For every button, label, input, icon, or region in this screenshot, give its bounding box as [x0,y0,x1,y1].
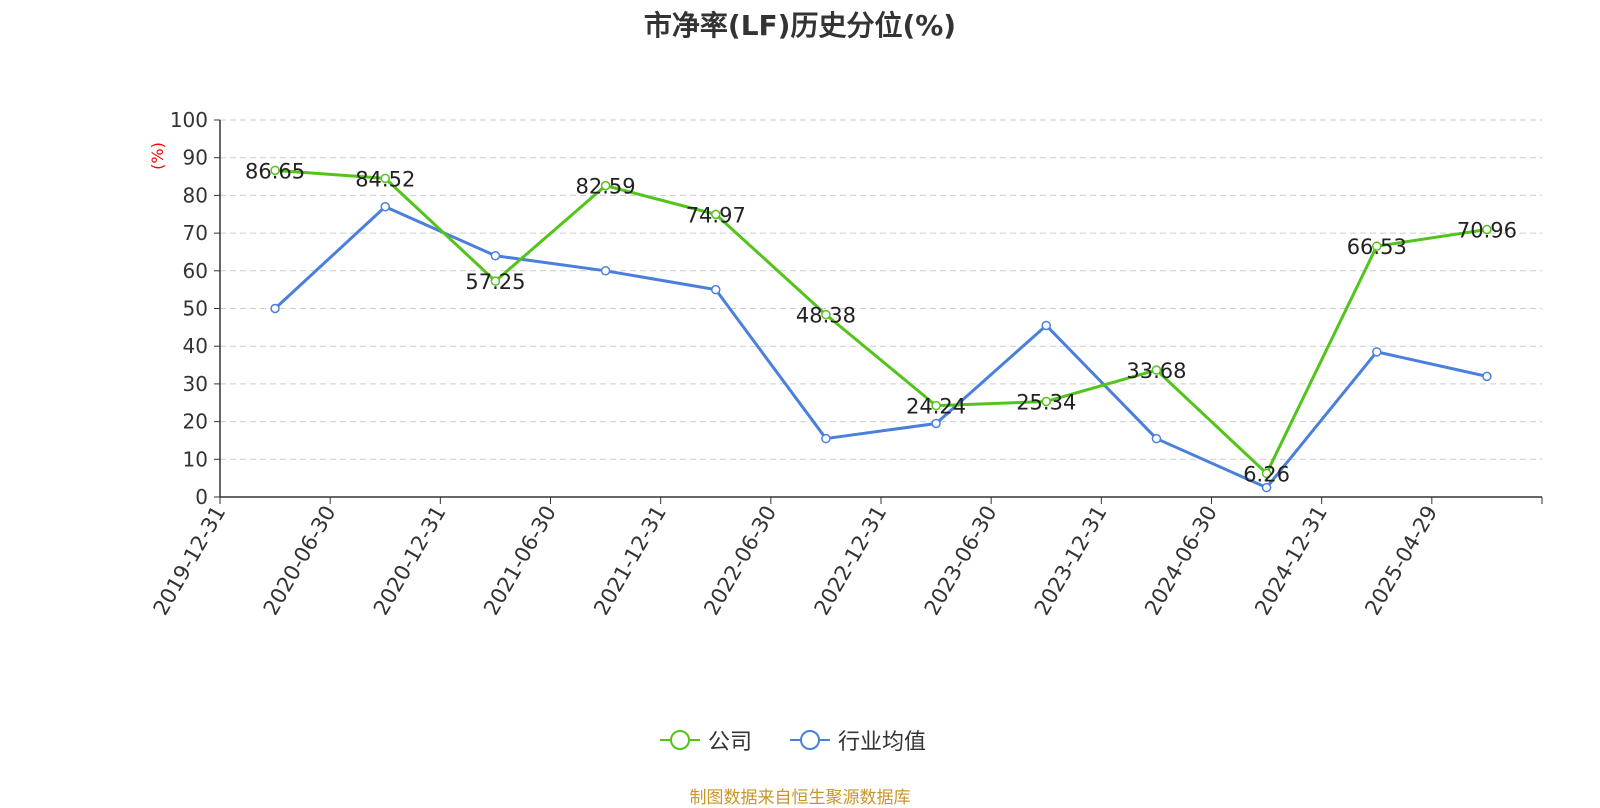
data-point-company [600,180,611,191]
x-tick-label: 2025-04-29 [1360,502,1442,620]
y-axis-unit: (%) [148,142,167,170]
data-point-industry [1261,482,1272,493]
data-point-industry [490,250,501,261]
x-tick-label: 2023-06-30 [920,502,1002,620]
legend-item-company[interactable]: 公司 [660,722,752,758]
legend-company-icon [660,730,700,750]
data-point-industry [1151,433,1162,444]
data-point-company [270,165,280,176]
y-tick-label: 80 [183,183,208,207]
data-point-company [931,400,941,411]
data-label: 70.96 [1457,218,1517,242]
y-tick-label: 0 [195,485,208,509]
x-tick-label: 2022-06-30 [699,502,781,620]
y-tick-label: 100 [170,108,208,132]
data-point-company [1041,396,1051,407]
data-point-company [1372,241,1382,251]
legend-label-industry: 行业均值 [838,730,927,755]
chart-title: 市净率(LF)历史分位(%) [643,9,957,42]
data-point-company [711,209,721,220]
y-tick-label: 30 [183,372,208,396]
data-point-industry [821,433,831,444]
data-point-company [1151,365,1162,375]
data-point-industry [1372,347,1382,357]
x-tick-label: 2019-12-31 [149,502,231,620]
source-note: 制图数据来自恒生聚源数据库 [689,788,911,808]
data-label: 24.24 [906,395,966,419]
legend-label-company: 公司 [708,730,753,755]
grid-lines [220,119,1542,460]
data-point-industry [380,201,390,212]
data-point-industry [270,303,280,314]
y-tick-label: 70 [183,221,208,245]
data-label: 6.26 [1243,462,1290,486]
data-label: 74.97 [686,203,746,227]
x-tick-label: 2023-12-31 [1030,502,1112,620]
data-label: 84.52 [355,167,415,191]
data-point-company [1482,224,1492,235]
data-point-industry [711,284,721,295]
x-tick-label: 2021-06-30 [479,502,561,620]
x-tick-label: 2021-12-31 [589,502,671,620]
data-point-industry [1482,371,1492,382]
data-label: 48.38 [796,304,856,328]
data-label: 25.34 [1016,390,1076,414]
y-tick-label: 10 [183,447,208,471]
y-tick-label: 20 [183,410,208,434]
data-point-industry [931,418,941,429]
series-line-industry [274,205,1488,490]
series-line-company [274,168,1488,475]
x-tick-label: 2024-06-30 [1140,502,1222,620]
data-labels: 86.65 84.52 57.25 82.59 74.97 48.38 24.24 25.34… [245,159,1517,486]
x-tick-label: 2024-12-31 [1250,502,1332,620]
data-label: 57.25 [465,270,525,294]
x-tick-label: 2020-06-30 [259,502,341,620]
y-tick-label: 50 [183,297,208,321]
data-label: 66.53 [1347,235,1407,259]
data-point-company [490,276,501,286]
y-tick-label: 40 [183,334,208,358]
data-point-company [821,309,831,320]
x-tick-label: 2020-12-31 [369,502,451,620]
legend-industry-icon [790,730,830,750]
data-label: 86.65 [245,159,305,183]
data-label: 33.68 [1126,359,1186,383]
y-tick-label: 60 [183,259,208,283]
data-point-industry [600,266,611,276]
data-label: 82.59 [576,175,636,199]
data-point-industry [1041,320,1051,331]
series-lines [270,165,1492,493]
x-tick-label: 2022-12-31 [810,502,892,620]
data-point-company [1261,468,1272,479]
legend-item-industry[interactable]: 行业均值 [790,722,926,758]
data-point-company [380,173,390,184]
y-tick-label: 90 [183,146,208,170]
